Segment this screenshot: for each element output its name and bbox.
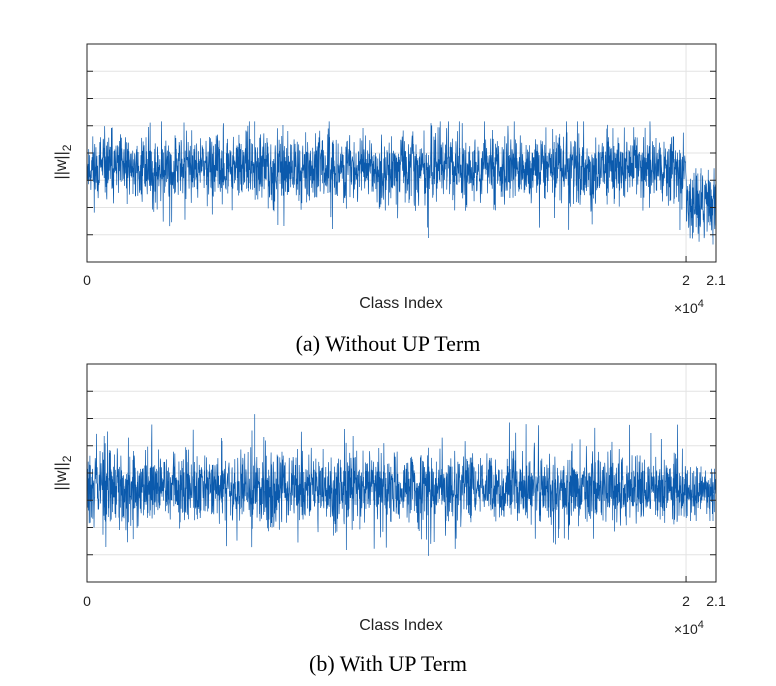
panel-b: 0 2 2.1 ×104 Class Index ||w||2 (b) With… (53, 363, 726, 676)
x-tick-label-b-0: 0 (83, 593, 91, 609)
y-axis-label-b: ||w||2 (53, 455, 74, 490)
panel-a: 0 2 2.1 ×104 Class Index ||w||2 (a) With… (53, 43, 726, 356)
x-axis-label-b: Class Index (359, 617, 443, 634)
x-exponent-a: ×104 (674, 298, 704, 316)
x-tick-label-a-0: 0 (83, 272, 91, 288)
x-axis-label-a: Class Index (359, 295, 443, 312)
x-tick-label-b-2: 2.1 (706, 593, 726, 609)
caption-a: (a) Without UP Term (296, 331, 481, 356)
x-exponent-b: ×104 (674, 619, 704, 637)
grid-b (86, 364, 717, 582)
y-axis-label-a: ||w||2 (53, 144, 74, 179)
series-line-b (86, 414, 717, 556)
x-tick-label-a-2: 2.1 (706, 272, 726, 288)
x-tick-label-a-1: 2 (682, 272, 690, 288)
series-line-a (86, 121, 717, 245)
ticks-b (86, 390, 717, 582)
caption-b: (b) With UP Term (309, 651, 467, 676)
x-tick-label-b-1: 2 (682, 593, 690, 609)
ticks-a (86, 70, 717, 262)
